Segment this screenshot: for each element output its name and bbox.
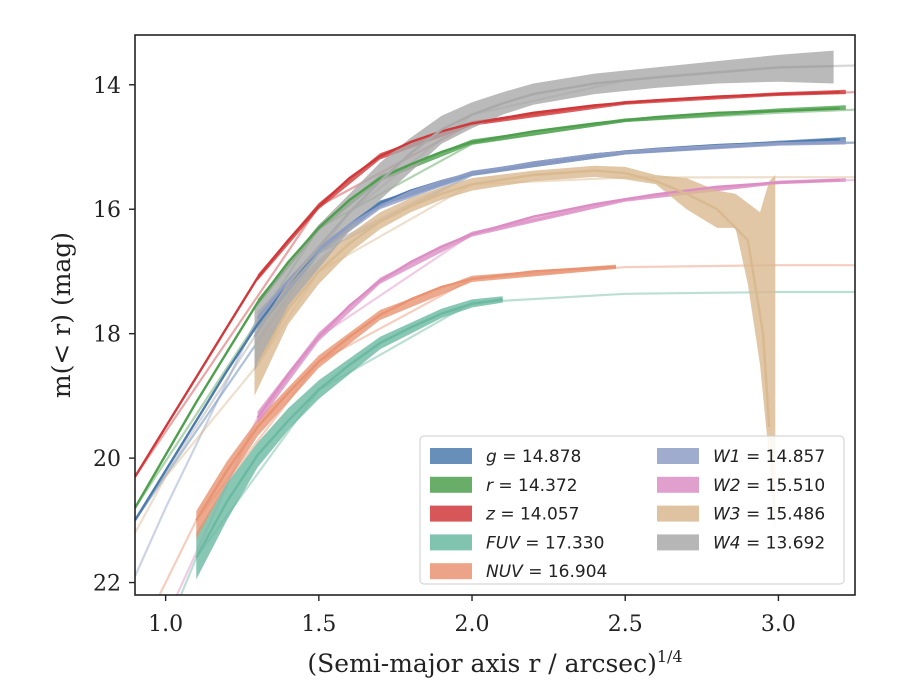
legend-band-name: W1 (713, 447, 741, 467)
x-axis-title-superscript: 1/4 (657, 647, 683, 666)
y-tick-label: 16 (93, 198, 121, 223)
x-axis-title: (Semi-major axis r / arcsec)1/4 (307, 647, 682, 678)
series-line-z (135, 91, 840, 478)
fit-line-z (135, 91, 855, 478)
legend-band-total: = 16.904 (523, 562, 608, 582)
legend-label-w3: W3 = 15.486 (713, 505, 825, 525)
y-tick-label: 18 (93, 323, 121, 348)
profile-lines (135, 64, 840, 559)
legend-label-w4: W4 = 13.692 (713, 533, 825, 553)
legend-swatch-w3 (657, 505, 699, 522)
x-tick-label: 2.5 (608, 612, 643, 637)
y-tick-label: 20 (93, 447, 121, 472)
x-axis-title-main: (Semi-major axis r / arcsec) (307, 649, 656, 678)
legend-band-total: = 14.857 (741, 447, 826, 467)
legend-swatch-g (430, 448, 472, 464)
legend-band-total: = 14.878 (497, 447, 582, 467)
series-line-w3 (256, 169, 771, 428)
legend-band-total: = 13.692 (741, 533, 826, 553)
legend-item-r: r = 14.372 (430, 476, 578, 496)
legend-band-name: z (485, 505, 496, 525)
legend-band-name: W4 (713, 533, 741, 553)
legend-band-name: W2 (713, 476, 741, 496)
legend-swatch-z (430, 505, 472, 522)
legend-label-g: g = 14.878 (486, 447, 581, 467)
plot-frame (134, 34, 856, 596)
series-line-w1 (256, 140, 840, 319)
legend-item-g: g = 14.878 (430, 447, 581, 467)
legend-item-w1: W1 = 14.857 (657, 447, 825, 467)
legend-label-fuv: FUV = 17.330 (486, 533, 604, 553)
legend-item-z: z = 14.057 (430, 505, 579, 525)
band-w3 (254, 165, 776, 533)
legend-band-name: W3 (713, 505, 741, 525)
legend-band-total: = 15.486 (741, 505, 826, 525)
y-tick-label: 14 (93, 74, 121, 99)
legend-band-name: g (486, 447, 497, 467)
legend-band-name: NUV (486, 562, 524, 582)
legend-box (419, 435, 845, 585)
legend-swatch-w4 (657, 534, 699, 551)
x-axis-ticks: 1.0 1.5 2.0 2.5 3.0 (148, 595, 796, 637)
x-tick-label: 3.0 (761, 612, 796, 637)
legend-swatch-w1 (657, 448, 699, 464)
legend-swatch-w2 (657, 476, 699, 493)
legend-item-w2: W2 = 15.510 (657, 476, 825, 496)
x-tick-label: 1.5 (301, 612, 336, 637)
fit-line-w3 (135, 176, 855, 534)
legend-label-w2: W2 = 15.510 (713, 476, 825, 496)
y-tick-label: 22 (93, 572, 121, 597)
legend-swatch-fuv (430, 534, 472, 551)
legend-band-name: r (486, 476, 494, 496)
legend-swatch-r (430, 476, 472, 493)
legend-band-total: = 15.510 (741, 476, 826, 496)
legend-band-name: FUV (486, 533, 521, 553)
legend-label-z: z = 14.057 (485, 505, 579, 525)
legend-band-total: = 14.057 (495, 505, 580, 525)
legend-label-w1: W1 = 14.857 (713, 447, 825, 467)
legend-label-r: r = 14.372 (486, 476, 578, 496)
x-tick-label: 1.0 (148, 612, 183, 637)
y-axis-title: m(< r) (mag) (47, 232, 76, 398)
series-line-w2 (256, 178, 840, 419)
y-axis-ticks: 14 16 18 20 22 (93, 74, 135, 597)
series-line-r (135, 107, 840, 509)
legend-band-total: = 17.330 (520, 533, 605, 553)
model-fit-lines (135, 64, 855, 595)
series-line-fuv (195, 298, 503, 559)
legend-swatch-nuv (430, 563, 472, 580)
legend-item-w4: W4 = 13.692 (657, 533, 825, 553)
series-line-w4 (253, 64, 834, 338)
legend-item-w3: W3 = 15.486 (657, 505, 825, 525)
legend-label-nuv: NUV = 16.904 (486, 562, 607, 582)
legend-item-nuv: NUV = 16.904 (430, 562, 607, 582)
series-line-nuv (195, 265, 617, 521)
x-tick-label: 2.0 (455, 612, 490, 637)
legend-item-fuv: FUV = 17.330 (430, 533, 604, 553)
legend-band-total: = 14.372 (493, 476, 578, 496)
